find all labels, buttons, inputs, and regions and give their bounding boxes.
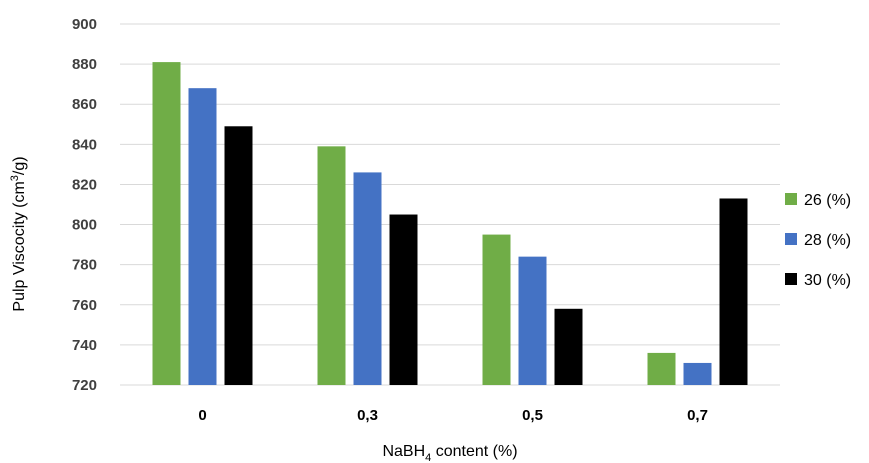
- y-tick-label: 780: [72, 257, 97, 274]
- bar: [518, 256, 547, 385]
- bar: [353, 172, 382, 385]
- bar: [188, 88, 217, 385]
- x-tick-label: 0,3: [357, 407, 378, 424]
- y-tick-label: 820: [72, 176, 97, 193]
- y-tick-label: 740: [72, 337, 97, 354]
- legend-label: 26 (%): [804, 192, 851, 209]
- bar: [389, 214, 418, 385]
- y-axis-label-tail: /g): [11, 156, 28, 175]
- legend-label: 30 (%): [804, 272, 851, 289]
- legend-swatch: [785, 193, 797, 205]
- y-tick-label: 840: [72, 136, 97, 153]
- y-tick-label: 720: [72, 377, 97, 394]
- bar: [719, 198, 748, 385]
- bar: [482, 234, 511, 385]
- legend-swatch: [785, 273, 797, 285]
- y-axis-ticks: 720 740 760 780 800 820 840 860 880 900: [72, 16, 97, 394]
- x-axis-label-main: NaBH: [382, 443, 425, 460]
- bar: [554, 308, 583, 385]
- y-tick-label: 860: [72, 96, 97, 113]
- bars: [152, 62, 748, 386]
- gridlines: [120, 23, 780, 386]
- legend-label: 28 (%): [804, 232, 851, 249]
- y-axis-label-main: Pulp Viscocity (cm: [11, 181, 28, 311]
- x-axis-label: NaBH4 content (%): [382, 443, 517, 463]
- y-tick-label: 800: [72, 217, 97, 234]
- legend-swatch: [785, 233, 797, 245]
- bar: [317, 146, 346, 385]
- y-tick-label: 760: [72, 297, 97, 314]
- x-axis-label-tail: content (%): [431, 443, 517, 460]
- x-tick-label: 0,7: [687, 407, 708, 424]
- x-axis-label-sub: 4: [425, 452, 431, 463]
- bar: [647, 352, 676, 385]
- x-tick-label: 0: [198, 407, 206, 424]
- y-tick-label: 900: [72, 16, 97, 33]
- x-axis-ticks: 0 0,3 0,5 0,7: [198, 407, 708, 424]
- y-tick-label: 880: [72, 56, 97, 73]
- bar: [683, 362, 712, 385]
- bar: [224, 126, 253, 386]
- y-axis-label: Pulp Viscocity (cm3/g): [9, 156, 28, 311]
- y-axis-label-sup: 3: [9, 175, 21, 181]
- legend: 26 (%) 28 (%) 30 (%): [785, 192, 851, 289]
- x-tick-label: 0,5: [522, 407, 543, 424]
- bar: [152, 62, 181, 385]
